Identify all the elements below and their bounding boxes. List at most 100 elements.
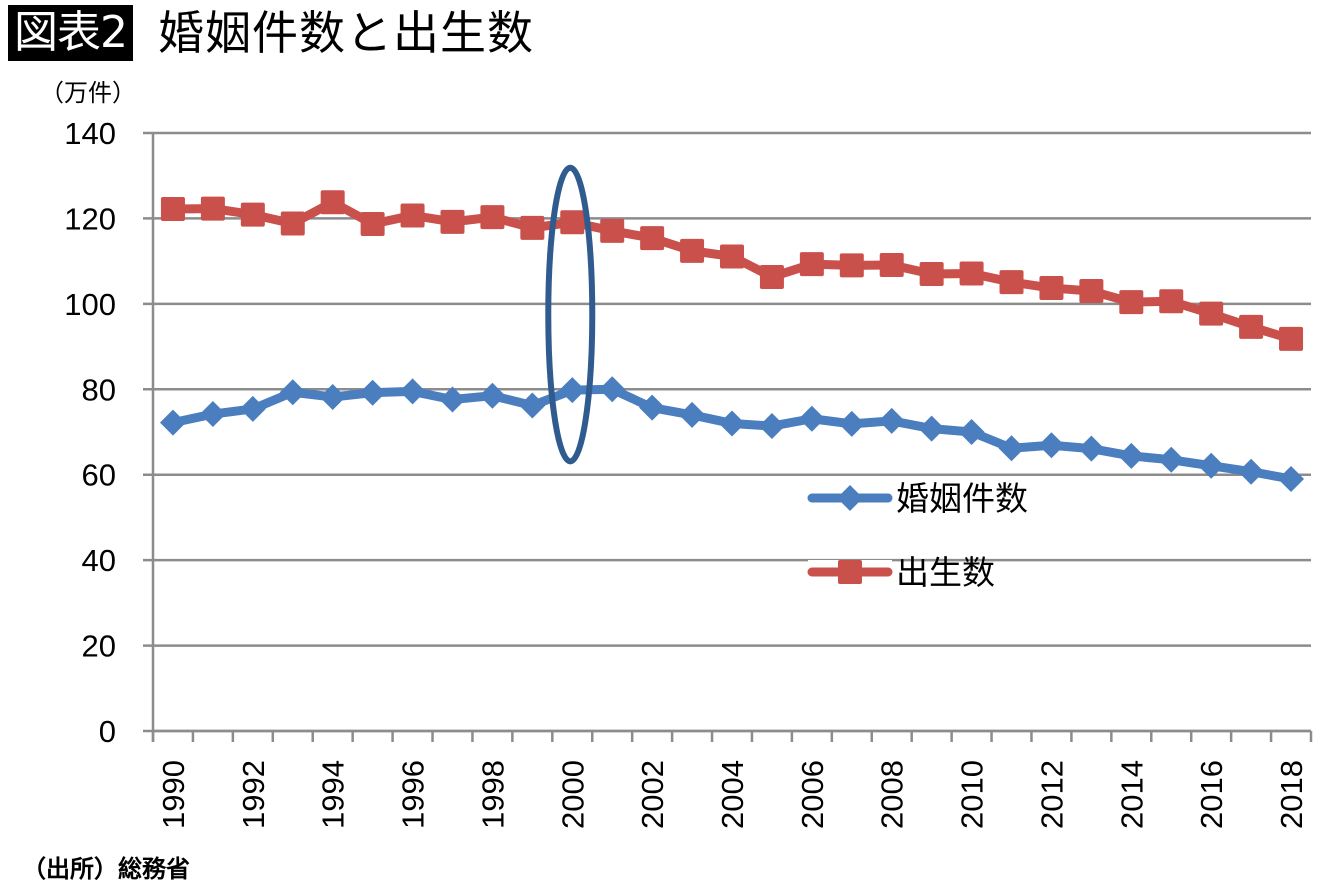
y-axis-unit-label: （万件） xyxy=(40,79,136,107)
data-point-diamond xyxy=(359,379,386,406)
data-point-diamond xyxy=(279,379,306,406)
y-tick-label: 120 xyxy=(64,201,116,236)
data-point-square xyxy=(879,252,904,277)
y-axis-tick-labels: 0 20 40 60 80 100 120 140 xyxy=(64,116,116,749)
series-marriages xyxy=(159,376,1305,492)
y-tick-label: 0 xyxy=(99,714,116,749)
legend-marker-diamond xyxy=(837,485,863,511)
data-series xyxy=(159,190,1305,492)
source-note: （出所）総務省 xyxy=(22,855,190,883)
data-point-square xyxy=(1079,279,1104,304)
data-point-diamond xyxy=(239,395,266,422)
data-point-square xyxy=(280,211,305,236)
x-tick-label: 1998 xyxy=(475,760,510,829)
data-point-square xyxy=(600,218,625,243)
data-point-diamond xyxy=(199,401,226,428)
data-point-square xyxy=(520,215,545,240)
data-point-diamond xyxy=(599,376,626,403)
data-point-square xyxy=(1159,289,1184,314)
data-point-square xyxy=(1119,290,1144,315)
x-tick-label: 2002 xyxy=(635,760,670,829)
data-point-diamond xyxy=(439,386,466,413)
data-point-diamond xyxy=(838,410,865,437)
data-point-square xyxy=(799,252,824,277)
data-point-square xyxy=(919,261,944,286)
data-point-diamond xyxy=(159,409,186,436)
data-point-square xyxy=(360,211,385,236)
x-tick-label: 2012 xyxy=(1034,760,1069,829)
data-point-diamond xyxy=(878,407,905,434)
data-point-square xyxy=(720,244,744,269)
data-point-diamond xyxy=(1278,465,1305,492)
data-point-diamond xyxy=(639,394,666,421)
data-point-diamond xyxy=(559,377,586,404)
data-point-square xyxy=(999,270,1024,295)
axes xyxy=(151,133,1313,742)
x-tick-label: 1996 xyxy=(396,760,431,829)
data-point-square xyxy=(240,202,265,227)
legend-item: 出生数 xyxy=(807,553,995,598)
y-tick-label: 80 xyxy=(82,372,116,407)
data-point-square xyxy=(1239,314,1264,339)
x-tick-label: 2000 xyxy=(555,760,590,829)
data-point-diamond xyxy=(1038,432,1065,459)
legend-label: 出生数 xyxy=(896,553,995,592)
data-point-diamond xyxy=(998,435,1025,462)
y-tick-label: 140 xyxy=(64,116,116,151)
chart-title: 婚姻件数と出生数 xyxy=(158,6,534,60)
series-births xyxy=(160,190,1304,351)
data-point-square xyxy=(1279,326,1304,351)
data-point-square xyxy=(160,197,185,222)
y-tick-label: 60 xyxy=(82,458,116,493)
data-point-diamond xyxy=(918,415,945,442)
data-point-square xyxy=(759,264,784,289)
legend-item: 婚姻件数 xyxy=(807,479,1028,524)
data-point-diamond xyxy=(1078,435,1105,462)
highlight-ellipse xyxy=(545,164,596,465)
gridlines xyxy=(143,131,1311,733)
y-tick-label: 100 xyxy=(64,287,116,322)
y-tick-label: 20 xyxy=(82,629,116,664)
figure-number-badge: 図表2 xyxy=(8,5,133,61)
data-point-diamond xyxy=(519,392,546,419)
data-point-diamond xyxy=(319,383,346,410)
data-point-square xyxy=(680,238,705,263)
data-point-square xyxy=(200,196,225,221)
x-tick-label: 1992 xyxy=(236,760,271,829)
x-tick-label: 1994 xyxy=(316,760,351,829)
data-point-diamond xyxy=(1198,452,1225,479)
x-tick-label: 2014 xyxy=(1114,760,1149,829)
data-point-diamond xyxy=(758,413,785,440)
data-point-square xyxy=(1039,276,1064,301)
data-point-diamond xyxy=(1158,446,1185,473)
x-tick-label: 2010 xyxy=(955,760,990,829)
data-point-diamond xyxy=(719,410,745,437)
x-tick-label: 2006 xyxy=(795,760,830,829)
annotations xyxy=(545,164,596,465)
x-tick-label: 2004 xyxy=(715,760,750,829)
data-point-diamond xyxy=(798,405,825,432)
series-line xyxy=(168,197,1296,344)
x-tick-label: 1990 xyxy=(156,760,191,829)
data-point-diamond xyxy=(1118,442,1145,469)
data-point-square xyxy=(560,210,585,235)
data-point-square xyxy=(480,205,505,230)
data-point-diamond xyxy=(479,382,506,409)
x-tick-label: 2008 xyxy=(875,760,910,829)
data-point-square xyxy=(440,209,465,234)
x-tick-label: 2016 xyxy=(1194,760,1229,829)
data-point-square xyxy=(959,261,984,286)
data-point-diamond xyxy=(399,378,426,405)
data-point-diamond xyxy=(1238,458,1265,485)
x-tick-label: 2018 xyxy=(1274,760,1309,829)
data-point-square xyxy=(1199,301,1224,326)
legend-marker-square xyxy=(838,560,862,584)
data-point-square xyxy=(640,226,665,251)
legend-label: 婚姻件数 xyxy=(896,479,1028,518)
data-point-square xyxy=(320,190,345,215)
data-point-diamond xyxy=(679,401,706,428)
x-axis-tick-labels: 1990 1992 1994 1996 1998 2000 2002 2004 2006 2008… xyxy=(156,760,1309,829)
y-tick-label: 40 xyxy=(82,543,116,578)
